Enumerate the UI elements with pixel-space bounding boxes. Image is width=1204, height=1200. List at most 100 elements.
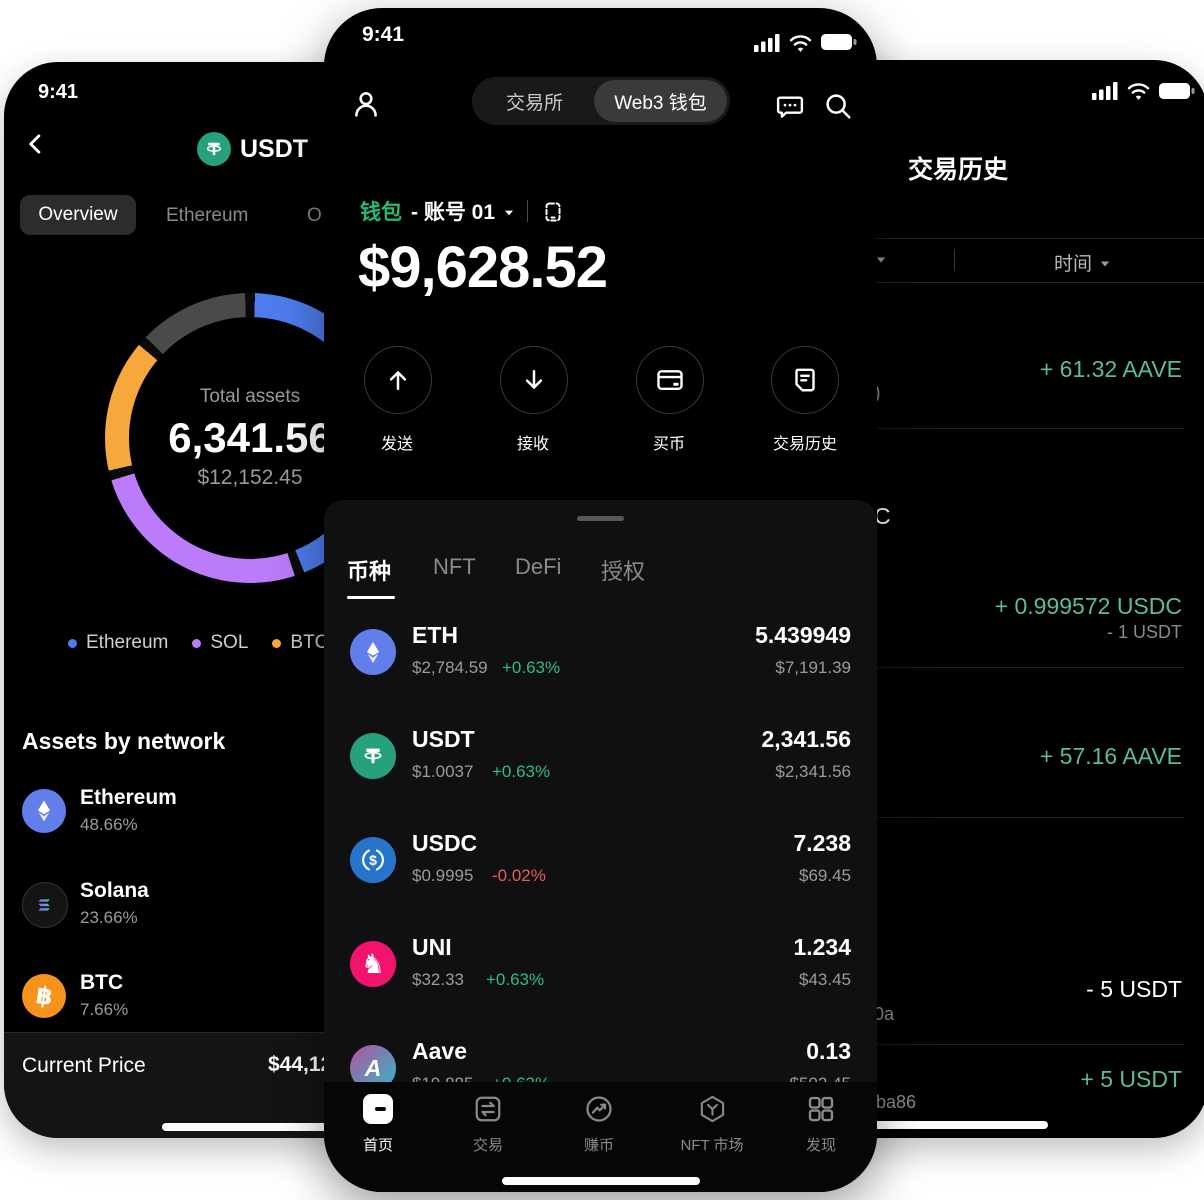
usdt-icon bbox=[350, 733, 396, 779]
tab-defi[interactable]: DeFi bbox=[515, 554, 562, 579]
network-row-ethereum[interactable]: Ethereum 48.66% bbox=[22, 775, 482, 847]
token-change: +0.63% bbox=[502, 658, 561, 677]
action-label: 接收 bbox=[516, 436, 549, 453]
token-change: +0.63% bbox=[486, 970, 545, 989]
wifi-icon bbox=[1126, 82, 1151, 100]
filter-divider bbox=[954, 249, 955, 271]
token-symbol: Aave bbox=[412, 1038, 467, 1064]
chat-icon[interactable] bbox=[775, 92, 805, 122]
time-filter[interactable]: 时间 bbox=[1054, 249, 1110, 276]
nft-market-icon bbox=[697, 1094, 727, 1124]
earn-icon bbox=[584, 1094, 614, 1124]
account-row[interactable]: 钱包 - 账号 01 bbox=[360, 196, 565, 226]
tx-sub-amount: - 1 USDT bbox=[1106, 622, 1182, 642]
network-percent: 48.66% bbox=[80, 815, 138, 834]
nav-label: 赚币 bbox=[583, 1137, 615, 1154]
action-send[interactable]: 发送 bbox=[364, 346, 432, 454]
token-price: $2,784.59 bbox=[412, 658, 488, 677]
tx-amount[interactable]: + 61.32 AAVE bbox=[1039, 356, 1182, 382]
network-percent: 23.66% bbox=[80, 908, 138, 927]
legend-dot-ethereum bbox=[68, 638, 77, 648]
hidden-filter-caret-icon[interactable] bbox=[876, 257, 886, 263]
truncated-text-fragment: ) bbox=[874, 382, 881, 404]
tab-web3-wallet[interactable]: Web3 钱包 bbox=[594, 80, 727, 122]
action-buy[interactable]: 买币 bbox=[636, 346, 704, 454]
trade-icon bbox=[473, 1094, 503, 1124]
tab-ethereum[interactable]: Ethereum bbox=[166, 205, 249, 226]
tx-amount[interactable]: - 5 USDT bbox=[1086, 976, 1182, 1002]
token-row-uni[interactable]: ♞ UNI $32.33 +0.63% 1.234 $43.45 bbox=[324, 912, 877, 1016]
action-label: 买币 bbox=[652, 436, 685, 453]
active-tab-underline bbox=[347, 596, 395, 599]
network-row-btc[interactable]: ฿ BTC 7.66% bbox=[22, 960, 482, 1032]
nav-nft-market[interactable]: NFT 市场 bbox=[680, 1094, 744, 1155]
token-price: $32.33 bbox=[412, 970, 464, 989]
tab-other[interactable]: O bbox=[307, 205, 322, 226]
battery-icon bbox=[1159, 83, 1195, 100]
page-title: USDT bbox=[240, 135, 309, 163]
search-icon[interactable] bbox=[823, 91, 853, 121]
token-row-usdc[interactable]: $ USDC $0.9995 -0.02% 7.238 $69.45 bbox=[324, 808, 877, 912]
network-name: BTC bbox=[80, 971, 124, 994]
action-history[interactable]: 交易历史 bbox=[755, 346, 855, 454]
tab-approvals[interactable]: 授权 bbox=[601, 559, 646, 584]
tab-nft[interactable]: NFT bbox=[433, 554, 476, 579]
btc-icon: ฿ bbox=[22, 974, 66, 1018]
legend-item: Ethereum bbox=[68, 632, 168, 654]
action-label: 交易历史 bbox=[772, 436, 837, 453]
token-row-eth[interactable]: ETH $2,784.59 +0.63% 5.439949 $7,191.39 bbox=[324, 600, 877, 704]
back-icon[interactable] bbox=[22, 130, 50, 158]
tx-amount[interactable]: + 5 USDT bbox=[1080, 1066, 1182, 1092]
nav-label: 交易 bbox=[472, 1137, 504, 1154]
donut-center-value: 6,341.56 bbox=[168, 414, 332, 461]
segmented-control: 交易所 Web3 钱包 bbox=[472, 77, 730, 125]
action-label: 发送 bbox=[380, 436, 413, 453]
scan-icon[interactable] bbox=[541, 200, 565, 224]
token-price: $1.0037 bbox=[412, 762, 474, 781]
nav-discover[interactable]: 发现 bbox=[806, 1094, 836, 1155]
bottom-nav: 首页 交易 赚币 NFT 市场 bbox=[324, 1082, 877, 1192]
solana-icon bbox=[22, 882, 68, 928]
donut-center-label: Total assets bbox=[199, 386, 301, 407]
bottom-sheet: 币种 NFT DeFi 授权 ETH $2,784.59 +0.63% 5.43… bbox=[324, 500, 877, 1192]
signal-icon bbox=[1092, 82, 1118, 100]
token-fiat: $7,191.39 bbox=[775, 658, 851, 677]
eth-icon bbox=[350, 629, 396, 675]
donut-center-fiat: $12,152.45 bbox=[197, 466, 303, 489]
usdt-icon bbox=[197, 132, 231, 166]
nav-label: 首页 bbox=[362, 1137, 394, 1154]
nav-label: 发现 bbox=[805, 1137, 837, 1154]
tab-overview[interactable]: Overview bbox=[20, 195, 136, 235]
discover-icon bbox=[806, 1094, 836, 1124]
signal-icon bbox=[754, 34, 780, 52]
tab-exchange[interactable]: 交易所 bbox=[505, 92, 563, 114]
wifi-icon bbox=[788, 34, 813, 52]
home-indicator bbox=[838, 1121, 1048, 1129]
account-name: - 账号 01 bbox=[411, 201, 496, 224]
status-time: 9:41 bbox=[38, 81, 79, 103]
legend-dot-sol bbox=[192, 638, 202, 648]
tx-amount[interactable]: + 0.999572 USDC bbox=[994, 593, 1182, 619]
chart-legend: Ethereum SOL BTC bbox=[68, 632, 328, 654]
action-receive[interactable]: 接收 bbox=[500, 346, 568, 454]
profile-icon[interactable] bbox=[350, 88, 382, 120]
token-symbol: USDT bbox=[412, 726, 475, 752]
usdc-icon: $ bbox=[350, 837, 396, 883]
legend-item: BTC bbox=[272, 632, 328, 654]
tab-coins[interactable]: 币种 bbox=[347, 559, 392, 584]
drag-handle[interactable] bbox=[577, 516, 624, 521]
battery-icon bbox=[821, 34, 857, 51]
uni-icon: ♞ bbox=[350, 941, 396, 987]
nav-home[interactable]: 首页 bbox=[362, 1094, 394, 1155]
chevron-down-icon bbox=[505, 210, 514, 215]
token-row-usdt[interactable]: USDT $1.0037 +0.63% 2,341.56 $2,341.56 bbox=[324, 704, 877, 808]
separator bbox=[527, 200, 529, 222]
nav-trade[interactable]: 交易 bbox=[473, 1094, 503, 1155]
token-price: $0.9995 bbox=[412, 866, 474, 885]
tx-amount[interactable]: + 57.16 AAVE bbox=[1039, 743, 1182, 769]
nav-earn[interactable]: 赚币 bbox=[584, 1094, 614, 1155]
token-symbol: ETH bbox=[412, 622, 458, 648]
center-phone: 9:41 交易所 Web3 钱包 钱包 bbox=[324, 8, 877, 1192]
network-row-solana[interactable]: Solana 23.66% bbox=[22, 868, 482, 940]
